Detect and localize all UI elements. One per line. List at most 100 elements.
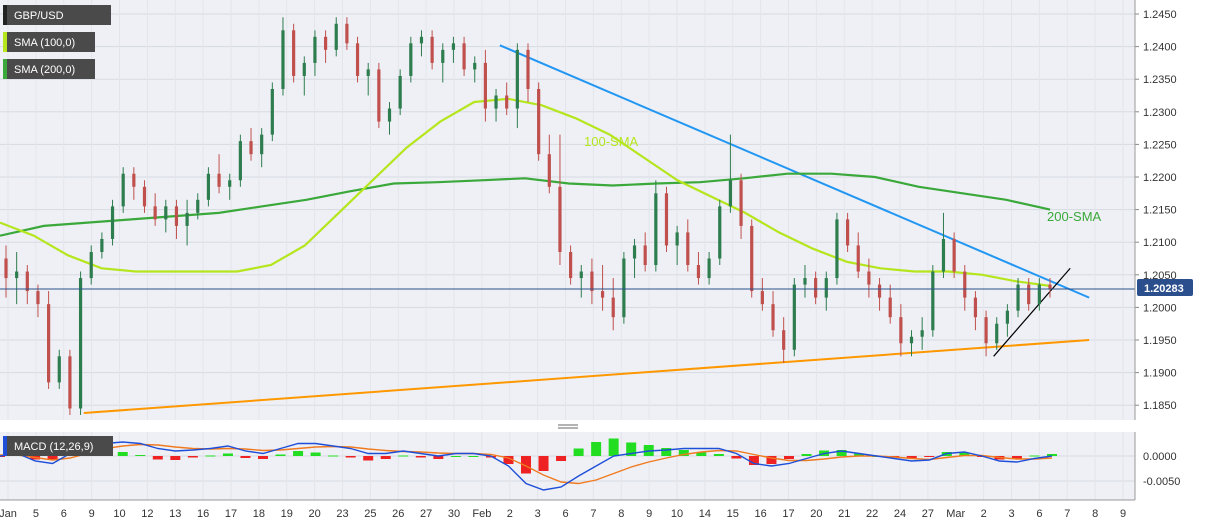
legend-gbpusd-label: GBP/USD: [14, 10, 64, 22]
price-tick-label: 1.2350: [1143, 74, 1177, 86]
candle-body: [185, 212, 189, 226]
candle-body: [537, 88, 541, 155]
candle-body: [238, 141, 242, 181]
candle-body: [558, 186, 562, 252]
candle-body: [792, 284, 796, 350]
candle-body: [1048, 284, 1052, 290]
candle-body: [451, 43, 456, 50]
candle-body: [856, 245, 860, 272]
candle-body: [547, 154, 551, 187]
candle-body: [643, 245, 647, 266]
trendline-ascending-support: [83, 339, 1090, 415]
legend-sma100-label: SMA (100,0): [14, 37, 75, 49]
time-tick-label: 5: [33, 508, 39, 520]
time-tick-label: 8: [618, 508, 624, 520]
sma100-line: [0, 97, 1051, 287]
time-tick-label: 19: [281, 508, 293, 520]
time-tick-label: 23: [336, 508, 348, 520]
macd-hist-bar: [661, 448, 672, 456]
time-tick-label: 2: [507, 508, 513, 520]
candle-body: [292, 30, 296, 76]
time-tick-label: 16: [197, 508, 209, 520]
macd-hist-bar: [626, 442, 637, 456]
macd-tick-label: 0.0000: [1143, 451, 1177, 463]
candle-body: [622, 258, 626, 318]
macd-hist-bar: [608, 438, 619, 456]
candle-body: [302, 62, 306, 76]
price-tick-label: 1.2250: [1143, 139, 1177, 151]
macd-hist-bar: [415, 456, 426, 458]
price-tick-label: 1.2100: [1143, 237, 1177, 249]
macd-hist-bar: [240, 456, 251, 458]
candle-body: [462, 43, 466, 70]
macd-hist-bar: [854, 453, 865, 456]
candle-body: [718, 206, 722, 259]
macd-hist-bar: [258, 456, 268, 459]
time-tick-label: 12: [141, 508, 153, 520]
candle-body: [132, 173, 136, 187]
price-tick-label: 1.2200: [1143, 172, 1177, 184]
candle-body: [110, 206, 115, 239]
candle-body: [569, 251, 573, 279]
macd-hist-bar: [906, 456, 917, 459]
time-tick-label: 3: [1008, 508, 1014, 520]
time-tick-label: 3: [535, 508, 541, 520]
candle-body: [515, 49, 519, 109]
macd-hist-bar: [0, 456, 5, 457]
macd-panel: [0, 432, 1135, 500]
candle-body: [164, 206, 168, 220]
price-tick-label: 1.1950: [1143, 335, 1177, 347]
candle-body: [25, 271, 29, 292]
candle-body: [366, 69, 370, 76]
candle-body: [632, 245, 637, 259]
candle-body: [217, 173, 221, 187]
candle-body: [4, 258, 8, 279]
macd-hist-bar: [573, 448, 584, 456]
candle-body: [260, 134, 264, 155]
panel-resize-handle[interactable]: [558, 424, 578, 429]
time-tick-label: 25: [364, 508, 376, 520]
candle-body: [505, 95, 509, 109]
time-tick-label: 20: [810, 508, 822, 520]
candle-body: [206, 173, 211, 200]
candle-body: [782, 330, 786, 350]
candle-body: [377, 69, 381, 122]
candle-body: [835, 219, 839, 279]
candle-body: [419, 36, 424, 44]
time-tick-label: 6: [61, 508, 67, 520]
candle-body: [228, 180, 232, 187]
time-tick-label: 20: [309, 508, 321, 520]
macd-hist-bar: [433, 456, 444, 459]
candle-body: [89, 251, 93, 279]
macd-hist-bar: [345, 456, 356, 458]
time-tick-label: 30: [448, 508, 460, 520]
last-price-badge: 1.20283: [1137, 279, 1193, 296]
legend-macd-label: MACD (12,26,9): [14, 441, 93, 453]
time-tick-label: 26: [392, 508, 404, 520]
candle-body: [952, 238, 956, 272]
vertical-gridlines: [7, 0, 1124, 500]
candle-body: [281, 30, 285, 89]
candle-body: [36, 291, 40, 305]
macd-hist-bar: [556, 456, 567, 461]
candle-body: [174, 206, 179, 226]
candle-body: [387, 108, 392, 122]
candle-body: [814, 278, 818, 298]
macd-axis: 0.0000 -0.0050: [1134, 432, 1180, 500]
macd-hist-bar: [538, 456, 549, 471]
candle-body: [483, 62, 487, 109]
candle-body: [1037, 284, 1041, 305]
candle-body: [1005, 310, 1009, 324]
macd-hist-bar: [696, 452, 707, 456]
time-tick-label: 10: [113, 508, 125, 520]
macd-hist-bar: [310, 452, 321, 456]
candle-body: [888, 297, 892, 318]
candle-body: [824, 278, 828, 298]
candle-body: [984, 317, 988, 344]
price-axis: 1.2450 1.2400 1.2350 1.2300 1.2250 1.2200 1.21…: [1134, 0, 1177, 420]
candle-body: [995, 323, 999, 344]
candle-body: [153, 206, 157, 220]
candlesticks: [4, 17, 1052, 415]
candle-body: [100, 238, 104, 252]
